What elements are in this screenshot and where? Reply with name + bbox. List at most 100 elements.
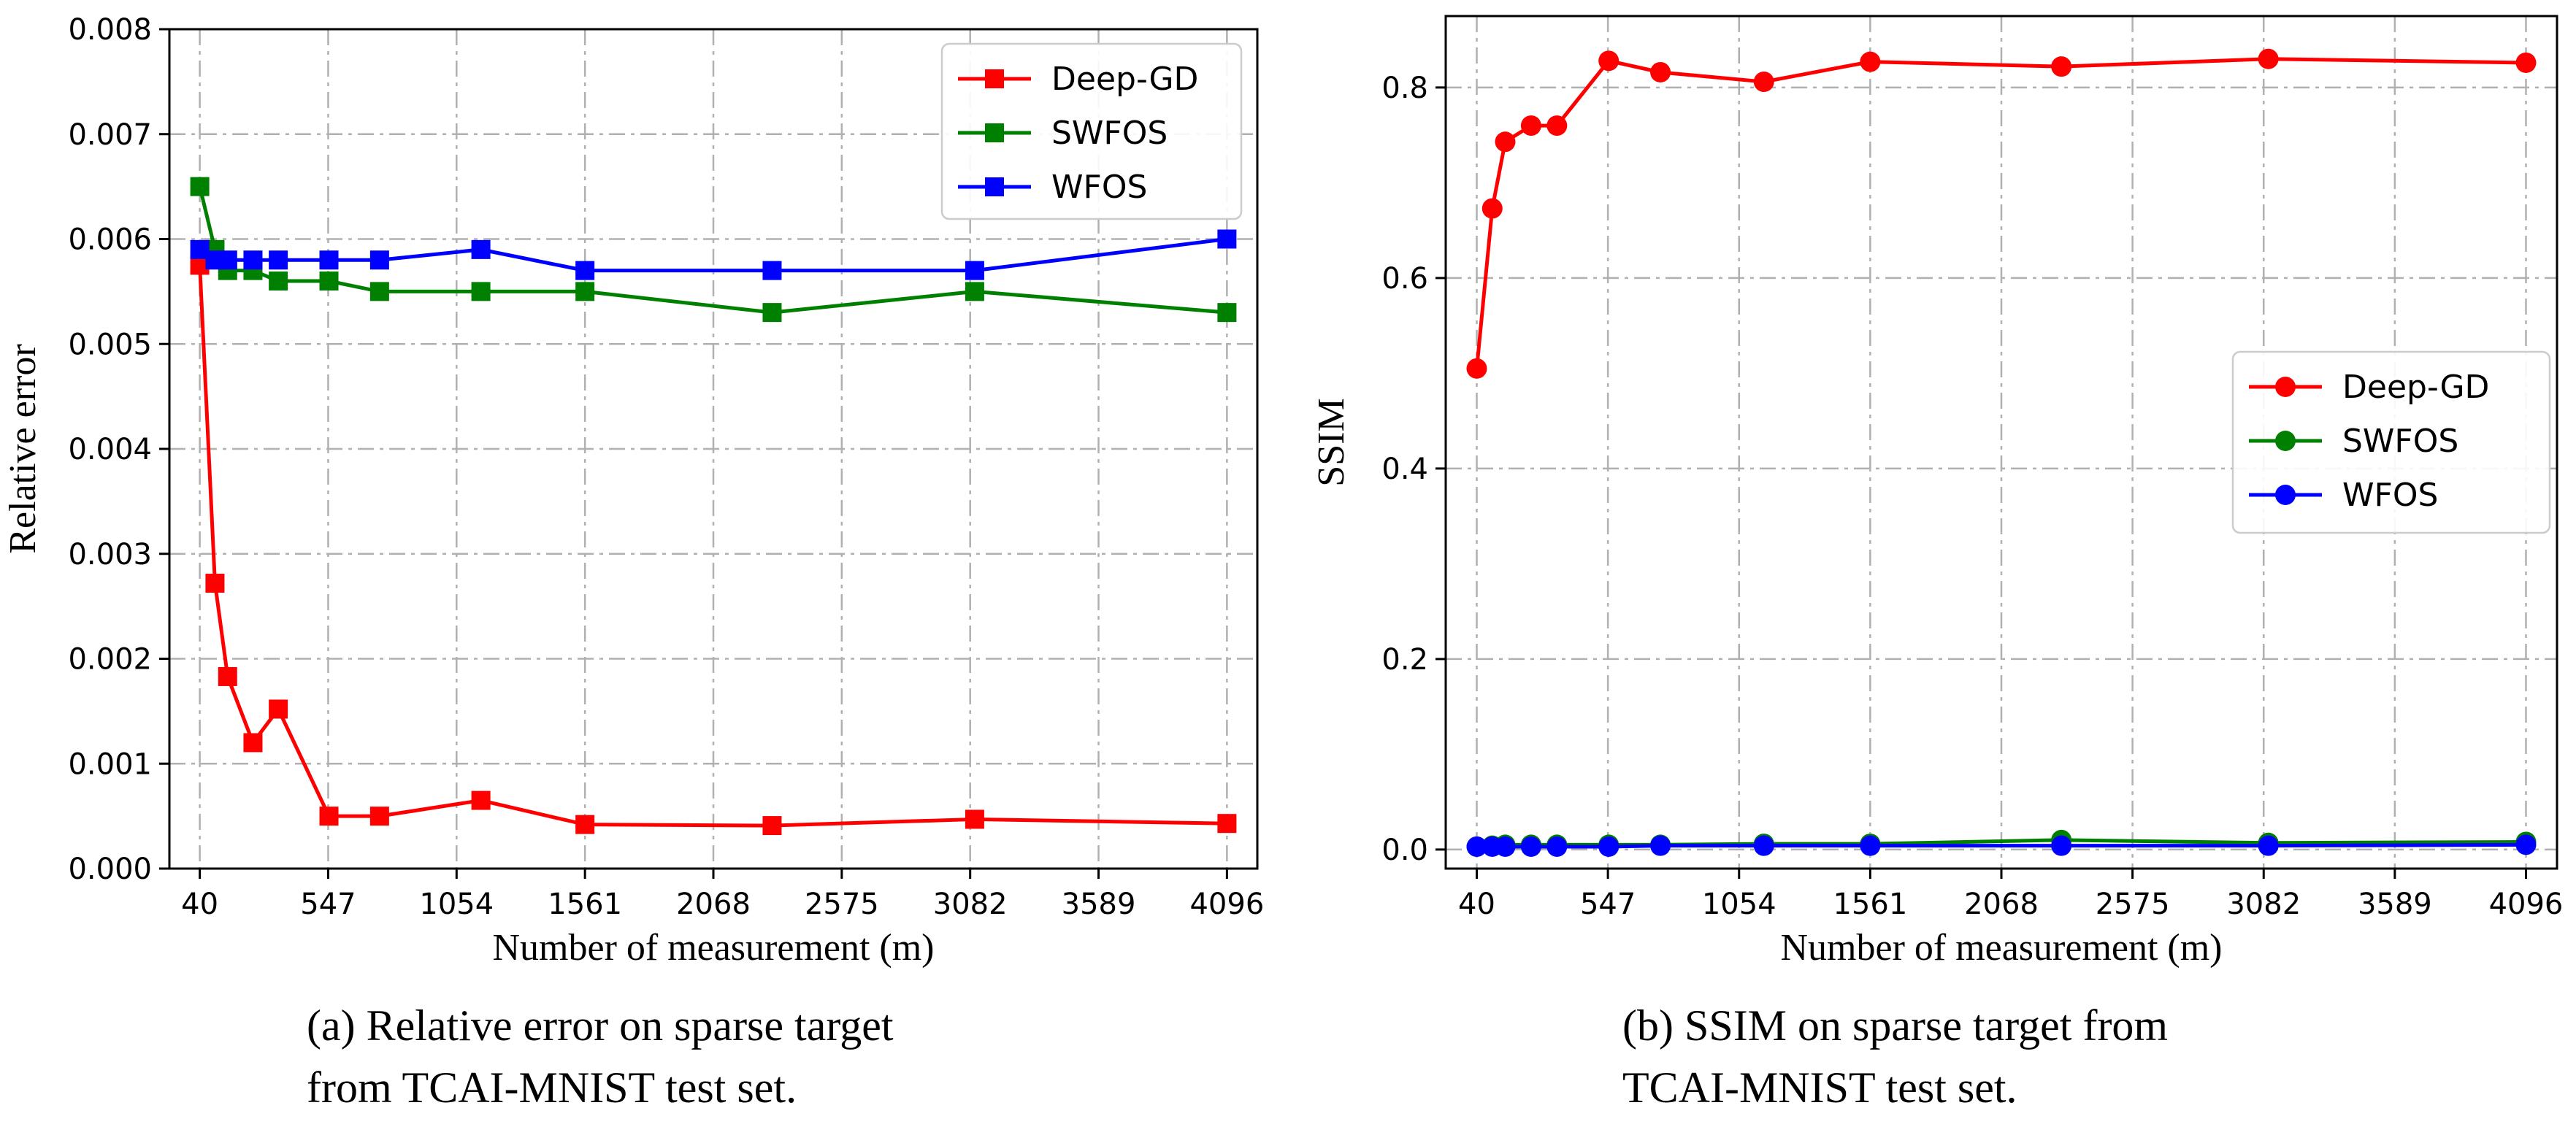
series-line [1475,57,2526,369]
data-point [762,303,782,323]
data-point [575,282,595,301]
caption-line-2: TCAI-MNIST test set. [1622,1063,2017,1112]
x-tick-label: 3082 [933,888,1008,921]
legend-item: WFOS [958,169,1147,206]
y-axis-label: Relative error [2,344,44,553]
x-axis-label: Number of measurement (m) [1780,927,2222,969]
caption-line-2: from TCAI-MNIST test set. [307,1063,797,1112]
legend-label: SWFOS [2342,423,2458,460]
data-point [762,816,782,836]
data-point [319,807,339,826]
data-point [205,574,225,593]
data-point [1495,836,1516,857]
y-tick-label: 0.005 [68,328,152,361]
legend-marker [2275,485,2296,505]
data-point [575,815,595,834]
data-point [1466,358,1487,379]
data-point [1520,836,1541,857]
x-tick-label: 1054 [419,888,494,921]
x-axis-label: Number of measurement (m) [492,927,934,969]
data-point [1546,836,1568,857]
data-point [2515,52,2537,73]
data-point [965,261,984,280]
data-point [471,282,491,301]
legend: Deep-GD SWFOS WFOS [940,42,1243,220]
data-point [1520,115,1541,136]
x-tick-label: 1054 [1702,888,1776,921]
data-point [269,272,288,291]
data-point [1546,115,1568,136]
data-point [1217,814,1237,834]
data-point [1650,61,1671,82]
legend-marker [985,69,1004,88]
data-point [2051,56,2072,77]
data-point [243,733,263,753]
data-point [575,261,595,280]
x-tick-label: 40 [1458,888,1495,921]
series-deep-gd [1466,48,2537,379]
legend-box [940,42,1243,220]
series-line [1476,842,2526,849]
y-tick-label: 0.004 [68,433,152,466]
legend-marker [985,177,1004,196]
legend-label: Deep-GD [2342,369,2489,406]
y-axis-label: SSIM [1311,398,1352,486]
x-tick-label: 2575 [805,888,879,921]
x-tick-label: 3082 [2226,888,2301,921]
relative-error-chart: 40 547 1054 1561 2068 2575 3082 3589 4096 0.000 0.… [2,13,1264,1112]
legend: Deep-GD SWFOS WFOS [2231,350,2551,534]
series-deep-gd [190,255,1237,836]
x-tick-label: 547 [1580,888,1636,921]
y-tick-label: 0.003 [68,538,152,572]
data-point [471,790,491,810]
y-tick-label: 0.008 [68,13,152,47]
data-point [1466,836,1487,857]
data-point [762,261,782,280]
data-point [269,699,288,719]
data-point [190,177,210,196]
legend-label: Deep-GD [1051,61,1198,98]
y-tick-label: 0.8 [1381,72,1428,105]
x-tick-label: 4096 [2489,888,2564,921]
x-tick-label: 3589 [1062,888,1136,921]
ssim-chart: 40 547 1054 1561 2068 2575 3082 3589 4096 0.0 0.2 0… [1311,15,2564,1112]
legend-item: Deep-GD [2249,369,2489,406]
data-point [319,250,339,270]
data-point [319,272,339,291]
data-point [1753,835,1774,856]
data-point [369,250,389,270]
data-point [1598,50,1619,72]
data-point [269,250,288,270]
x-tick-label: 547 [300,888,356,921]
y-tick-label: 0.000 [68,853,152,886]
legend-item: SWFOS [958,115,1168,152]
y-tick-label: 0.0 [1381,834,1428,867]
x-tick-label: 1561 [548,888,622,921]
data-point [2258,48,2279,69]
data-point [2515,834,2537,855]
data-point [965,809,984,829]
series-line [198,265,1227,828]
data-point [218,250,237,270]
data-point [1860,835,1881,856]
data-point [1598,836,1619,857]
legend-box [2231,350,2551,534]
data-point [369,282,389,301]
legend-label: WFOS [1051,169,1147,206]
y-tick-label: 0.001 [68,747,152,781]
data-point [1495,131,1516,153]
series-wfos [190,229,1237,280]
legend-item: Deep-GD [958,61,1198,98]
legend-marker [2275,431,2296,451]
y-tick-label: 0.006 [68,223,152,257]
x-tick-label: 3589 [2358,888,2432,921]
x-tick-label: 40 [181,888,218,921]
x-tick-label: 2068 [1964,888,2039,921]
x-tick-label: 2068 [676,888,751,921]
data-point [369,807,389,826]
x-tick-label: 4096 [1189,888,1264,921]
y-tick-label: 0.002 [68,643,152,677]
series-wfos [1466,834,2537,857]
data-point [1753,72,1774,93]
